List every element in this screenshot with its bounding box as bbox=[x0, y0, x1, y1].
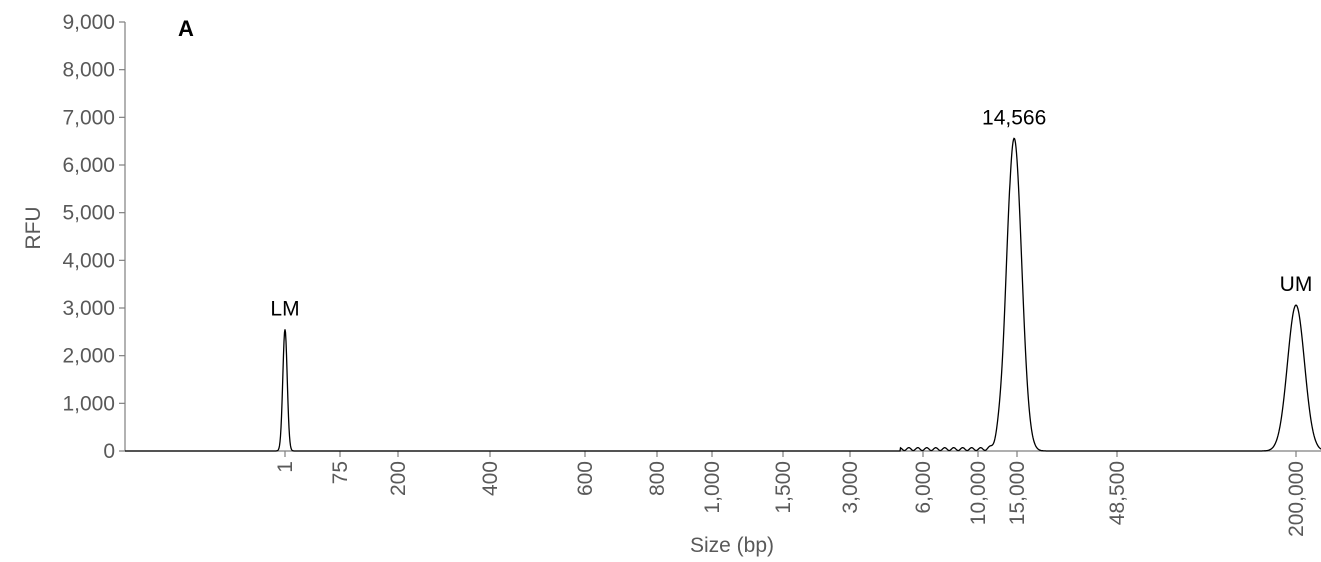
peak-label: LM bbox=[270, 297, 299, 320]
x-tick-label: 3,000 bbox=[839, 461, 862, 514]
x-tick-label: 15,000 bbox=[1006, 461, 1029, 525]
x-tick-label: 400 bbox=[479, 461, 502, 496]
y-axis: 0 1,000 2,000 3,000 4,000 5,000 6,000 7,000 8,00… bbox=[62, 11, 126, 463]
x-tick-label: 1,500 bbox=[772, 461, 795, 514]
x-axis: 1 75 200 400 600 800 1,000 1,500 3,000 6,000 10,00… bbox=[125, 450, 1321, 537]
x-tick-label: 1 bbox=[274, 461, 297, 473]
x-tick-label: 6,000 bbox=[912, 461, 935, 514]
x-tick-label: 800 bbox=[646, 461, 669, 496]
y-tick-label: 7,000 bbox=[62, 106, 115, 129]
y-tick-label: 2,000 bbox=[62, 345, 115, 368]
x-tick-label: 1,000 bbox=[701, 461, 724, 514]
x-tick-label: 600 bbox=[574, 461, 597, 496]
panel-label: A bbox=[178, 16, 194, 41]
y-tick-label: 9,000 bbox=[62, 11, 115, 34]
x-tick-label: 10,000 bbox=[967, 461, 990, 525]
y-axis-title: RFU bbox=[22, 206, 45, 249]
trace-group bbox=[125, 137, 1321, 452]
y-tick-label: 4,000 bbox=[62, 249, 115, 272]
y-tick-label: 0 bbox=[103, 440, 115, 463]
y-tick-label: 8,000 bbox=[62, 59, 115, 82]
trace-line bbox=[125, 137, 1321, 452]
y-tick-label: 5,000 bbox=[62, 202, 115, 225]
y-tick-label: 3,000 bbox=[62, 297, 115, 320]
x-tick-label: 48,500 bbox=[1106, 461, 1129, 525]
x-axis-title: Size (bp) bbox=[690, 534, 774, 557]
x-tick-label: 200 bbox=[387, 461, 410, 496]
y-tick-label: 6,000 bbox=[62, 154, 115, 177]
x-tick-label: 75 bbox=[329, 461, 352, 484]
y-tick-label: 1,000 bbox=[62, 392, 115, 415]
peak-labels: LM 14,566 UM bbox=[270, 106, 1312, 320]
peak-label: 14,566 bbox=[982, 106, 1046, 129]
x-tick-label: 200,000 bbox=[1285, 461, 1308, 537]
peak-label: UM bbox=[1280, 273, 1313, 296]
